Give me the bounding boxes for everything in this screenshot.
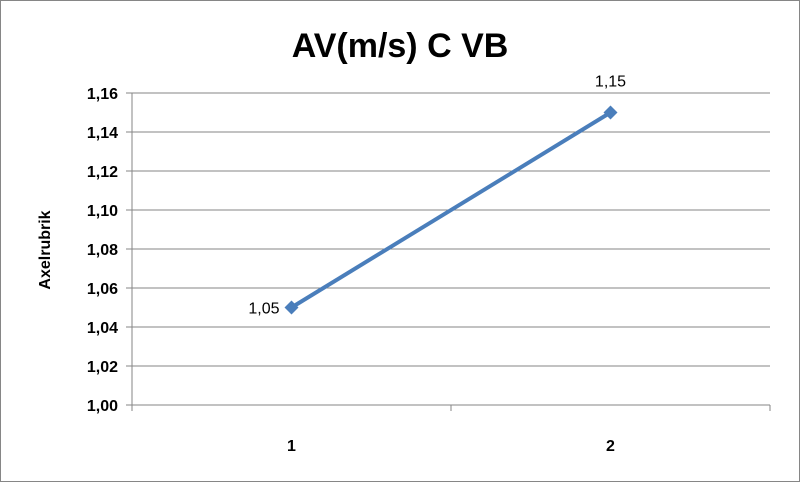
y-tick-label: 1,00 xyxy=(87,398,118,415)
x-tick-label: 1 xyxy=(287,438,296,455)
y-tick-label: 1,16 xyxy=(87,86,118,103)
series-layer xyxy=(284,105,618,315)
chart-title: AV(m/s) C VB xyxy=(292,27,509,65)
y-axis-title: Axelrubrik xyxy=(37,210,54,289)
gridlines xyxy=(132,92,770,367)
data-labels: 1,05 1,15 xyxy=(248,74,626,318)
y-tick-label: 1,04 xyxy=(87,320,118,337)
y-tick-labels: 1,00 1,02 1,04 1,06 1,08 1,10 1,12 1,14 1,16 xyxy=(87,86,118,415)
y-tick-label: 1,14 xyxy=(87,125,118,142)
y-tick-label: 1,12 xyxy=(87,164,118,181)
data-label: 1,15 xyxy=(595,74,626,91)
x-tick-label: 2 xyxy=(606,438,615,455)
data-label: 1,05 xyxy=(248,301,279,318)
y-tick-label: 1,06 xyxy=(87,281,118,298)
data-point-marker xyxy=(284,300,299,315)
series-line xyxy=(290,110,612,310)
data-point-marker xyxy=(603,105,618,120)
y-tick-label: 1,10 xyxy=(87,203,118,220)
y-tick-label: 1,02 xyxy=(87,359,118,376)
y-tick-label: 1,08 xyxy=(87,242,118,259)
axes xyxy=(126,92,771,411)
